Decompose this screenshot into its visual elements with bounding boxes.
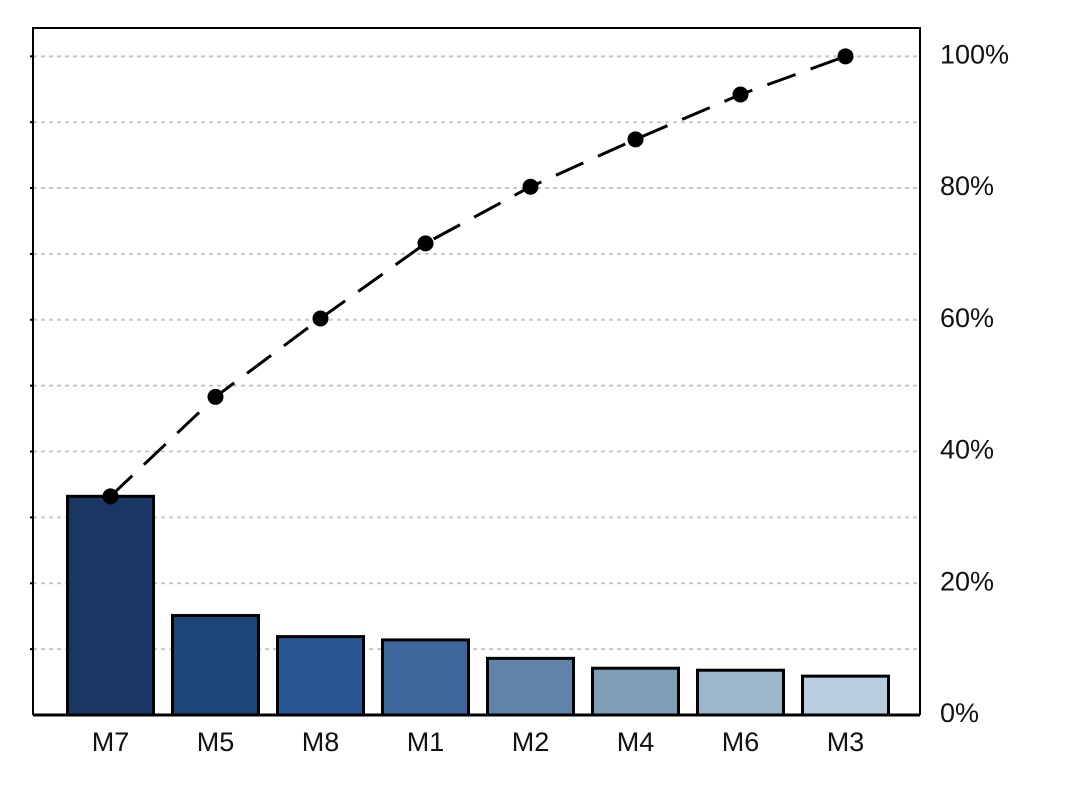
bar	[696, 668, 785, 717]
bar	[66, 494, 155, 717]
bar	[171, 614, 260, 717]
x-tick-label: M4	[617, 727, 655, 757]
x-tick-label: M1	[407, 727, 445, 757]
cumulative-point	[732, 86, 749, 103]
cumulative-point	[207, 388, 224, 405]
y-tick-label: 20%	[940, 566, 994, 596]
y-tick-label: 100%	[940, 39, 1009, 69]
cumulative-point	[417, 235, 434, 252]
bar	[591, 666, 680, 717]
cumulative-point	[837, 48, 854, 65]
y-tick-label: 60%	[940, 303, 994, 333]
bar	[801, 674, 890, 717]
y-tick-label: 80%	[940, 171, 994, 201]
x-tick-label: M5	[197, 727, 235, 757]
plot-frame	[32, 27, 921, 715]
x-tick-label: M8	[302, 727, 340, 757]
cumulative-point	[102, 488, 119, 505]
x-tick-label: M3	[827, 727, 865, 757]
y-tick-label: 40%	[940, 435, 994, 465]
x-tick-label: M7	[92, 727, 130, 757]
y-tick-label: 0%	[940, 698, 979, 728]
x-tick-label: M2	[512, 727, 550, 757]
cumulative-line	[109, 54, 847, 498]
x-tick-label: M6	[722, 727, 760, 757]
bar	[486, 656, 575, 717]
bar	[276, 635, 365, 717]
cumulative-point	[627, 131, 644, 148]
cumulative-point	[312, 310, 329, 327]
bar	[381, 638, 470, 717]
cumulative-point	[522, 178, 539, 195]
